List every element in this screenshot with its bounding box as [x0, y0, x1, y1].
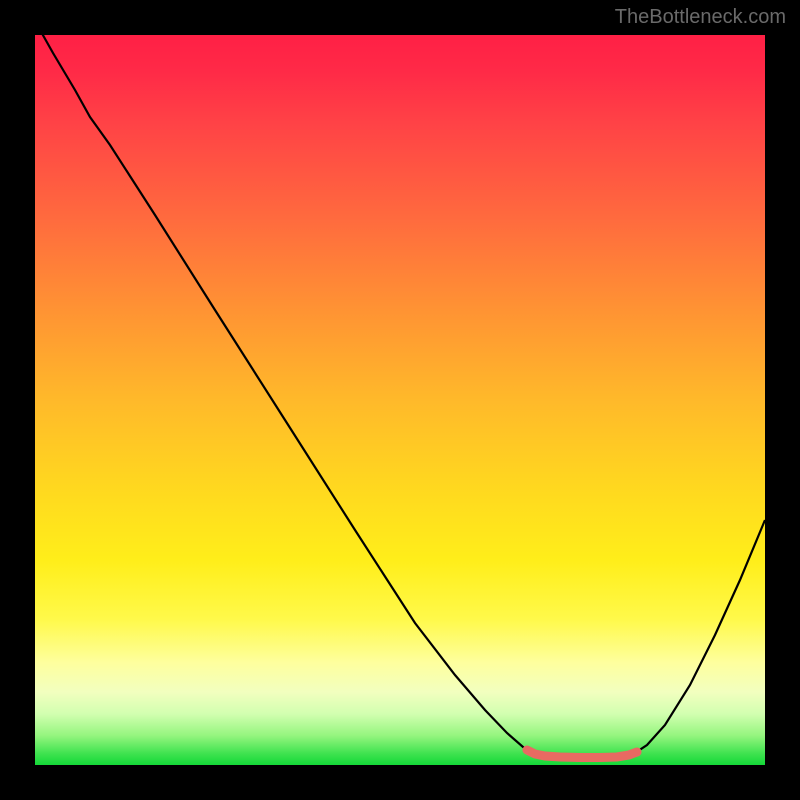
watermark-text: TheBottleneck.com	[615, 6, 786, 29]
accent-valley-segment	[527, 750, 637, 758]
bottleneck-curve	[35, 21, 765, 757]
plot-area	[35, 35, 765, 765]
curve-svg	[35, 35, 765, 765]
